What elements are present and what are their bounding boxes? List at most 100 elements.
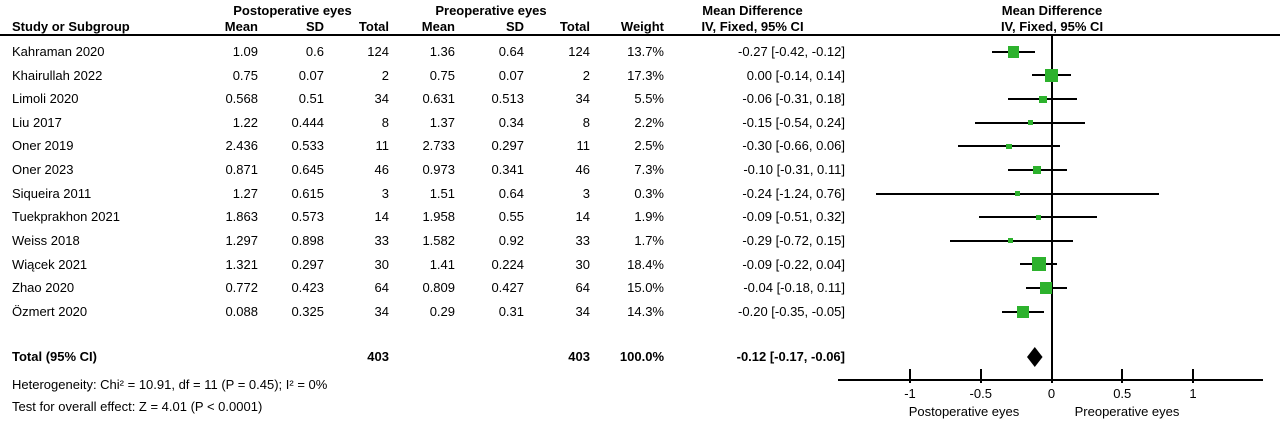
- cell-name: Khairullah 2022: [12, 67, 103, 83]
- effect-marker: [1007, 46, 1020, 58]
- axis-label-right: Preoperative eyes: [1074, 404, 1180, 419]
- cell-pre_mean: 2.733: [422, 138, 455, 154]
- axis-tick: [979, 369, 982, 383]
- effect-marker: [1015, 191, 1020, 196]
- effect-marker: [1006, 143, 1012, 149]
- effect-marker: [1036, 214, 1042, 220]
- cell-pre_sd: 0.224: [491, 256, 524, 272]
- col-header-pre-sd: SD: [505, 19, 524, 34]
- total-row: Total (95% CI) 403 403 100.0% -0.12 [-0.…: [0, 345, 860, 369]
- cell-post_mean: 1.27: [232, 185, 258, 201]
- cell-md_text: -0.20 [-0.35, -0.05]: [738, 303, 845, 319]
- cell-name: Özmert 2020: [12, 303, 88, 319]
- md-column-title: Mean Difference: [702, 3, 803, 18]
- axis-tick: [1050, 369, 1053, 383]
- cell-pre_sd: 0.297: [491, 138, 524, 154]
- total-pre-total: 403: [568, 349, 590, 364]
- col-header-md-ci: IV, Fixed, 95% CI: [701, 19, 804, 34]
- study-row: Kahraman 2020 1.09 0.6 124 1.36 0.64 124 13.7% -…: [0, 40, 860, 64]
- cell-post_mean: 0.568: [225, 91, 258, 107]
- cell-pre_mean: 0.631: [422, 91, 455, 107]
- col-header-pre-total: Total: [559, 19, 590, 34]
- cell-pre_sd: 0.55: [498, 209, 524, 225]
- cell-post_total: 34: [374, 303, 389, 319]
- cell-pre_sd: 0.92: [498, 232, 524, 248]
- cell-post_sd: 0.898: [291, 232, 324, 248]
- cell-pre_total: 34: [575, 303, 590, 319]
- cell-md_text: -0.09 [-0.51, 0.32]: [742, 209, 845, 225]
- col-header-post-mean: Mean: [224, 19, 258, 34]
- axis-tick-label: 0: [1047, 386, 1056, 401]
- plot-title: Mean Difference: [1001, 3, 1103, 18]
- cell-post_total: 124: [367, 44, 389, 59]
- cell-weight: 1.9%: [634, 209, 664, 225]
- axis-tick-label: -0.5: [969, 386, 992, 401]
- cell-post_sd: 0.51: [298, 91, 324, 107]
- cell-md_text: -0.09 [-0.22, 0.04]: [742, 256, 845, 272]
- cell-pre_sd: 0.341: [491, 162, 524, 178]
- study-row: Oner 2023 0.871 0.645 46 0.973 0.341 46 7.3% -0.…: [0, 158, 860, 182]
- study-row: Zhao 2020 0.772 0.423 64 0.809 0.427 64 15.0% -0…: [0, 276, 860, 300]
- cell-pre_sd: 0.34: [498, 114, 524, 130]
- cell-post_sd: 0.297: [291, 256, 324, 272]
- study-row: Oner 2019 2.436 0.533 11 2.733 0.297 11 2.5% -0.…: [0, 134, 860, 158]
- study-row: Liu 2017 1.22 0.444 8 1.37 0.34 8 2.2% -0.15 [-0…: [0, 111, 860, 135]
- axis-tick: [1121, 369, 1124, 383]
- cell-pre_mean: 1.582: [422, 232, 455, 248]
- cell-weight: 2.5%: [634, 138, 664, 154]
- cell-post_total: 3: [381, 185, 389, 201]
- cell-pre_sd: 0.31: [498, 303, 524, 319]
- col-header-post-total: Total: [358, 19, 389, 34]
- cell-weight: 5.5%: [634, 91, 664, 107]
- cell-pre_sd: 0.427: [491, 280, 524, 296]
- cell-md_text: -0.04 [-0.18, 0.11]: [743, 280, 845, 296]
- cell-post_sd: 0.423: [291, 280, 324, 296]
- cell-post_mean: 1.863: [225, 209, 258, 225]
- cell-name: Zhao 2020: [12, 280, 75, 296]
- cell-post_sd: 0.645: [291, 162, 324, 178]
- group-header-preoperative: Preoperative eyes: [435, 3, 547, 18]
- cell-weight: 18.4%: [627, 256, 664, 272]
- cell-pre_total: 46: [575, 162, 590, 178]
- cell-pre_mean: 1.958: [422, 209, 455, 225]
- cell-md_text: -0.29 [-0.72, 0.15]: [742, 232, 845, 248]
- cell-pre_sd: 0.64: [498, 185, 524, 201]
- cell-post_total: 30: [374, 256, 389, 272]
- effect-marker: [1031, 257, 1046, 272]
- axis-tick-label: -1: [904, 386, 916, 401]
- cell-post_total: 46: [374, 162, 389, 178]
- study-row: Khairullah 2022 0.75 0.07 2 0.75 0.07 2 17.3% 0.…: [0, 64, 860, 88]
- cell-name: Liu 2017: [12, 114, 62, 130]
- cell-md_text: -0.15 [-0.54, 0.24]: [742, 114, 845, 130]
- cell-pre_total: 8: [582, 114, 590, 130]
- effect-marker: [1039, 95, 1047, 103]
- cell-pre_mean: 0.809: [422, 280, 455, 296]
- cell-pre_mean: 1.36: [429, 44, 455, 59]
- cell-pre_mean: 1.41: [429, 256, 455, 272]
- cell-pre_total: 34: [575, 91, 590, 107]
- cell-post_mean: 1.321: [225, 256, 258, 272]
- cell-pre_mean: 0.973: [422, 162, 455, 178]
- cell-post_total: 34: [374, 91, 389, 107]
- effect-marker: [1033, 165, 1042, 174]
- cell-post_total: 14: [374, 209, 389, 225]
- cell-md_text: -0.24 [-1.24, 0.76]: [742, 185, 845, 201]
- cell-pre_sd: 0.64: [498, 44, 524, 59]
- cell-post_mean: 1.09: [232, 44, 258, 59]
- cell-name: Kahraman 2020: [12, 44, 105, 59]
- cell-md_text: -0.27 [-0.42, -0.12]: [738, 44, 845, 59]
- cell-pre_total: 11: [576, 138, 591, 154]
- cell-name: Wiącek 2021: [12, 256, 88, 272]
- cell-post_sd: 0.615: [291, 185, 324, 201]
- total-weight: 100.0%: [619, 349, 664, 364]
- cell-pre_mean: 0.75: [429, 67, 455, 83]
- cell-pre_total: 2: [582, 67, 590, 83]
- cell-post_sd: 0.325: [291, 303, 324, 319]
- cell-post_mean: 0.088: [225, 303, 258, 319]
- cell-name: Weiss 2018: [12, 232, 80, 248]
- cell-name: Tuekprakhon 2021: [12, 209, 120, 225]
- cell-name: Limoli 2020: [12, 91, 79, 107]
- cell-pre_total: 124: [568, 44, 590, 59]
- cell-post_total: 2: [381, 67, 389, 83]
- total-label: Total (95% CI): [12, 349, 97, 364]
